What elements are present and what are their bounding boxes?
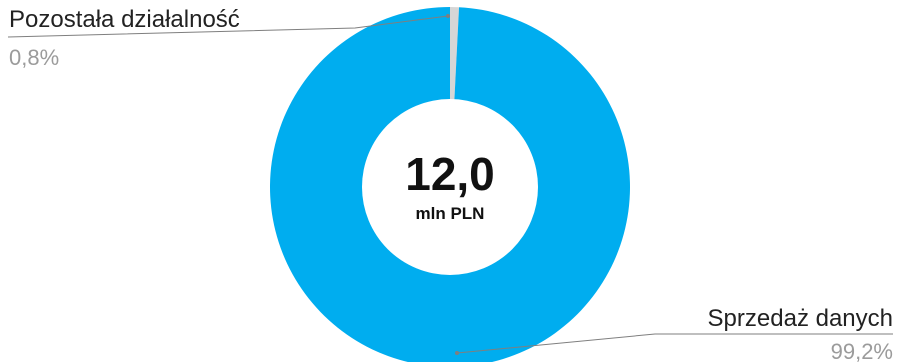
leader-line-sprzedaz: [456, 333, 893, 354]
slice-label-sprzedaz: Sprzedaż danych: [708, 305, 893, 332]
slice-sprzedaz-danych: [270, 7, 630, 362]
slice-percent-pozostala: 0,8%: [9, 45, 59, 70]
leader-dot-pozostala: [446, 14, 450, 18]
donut-hole: [362, 99, 538, 275]
leader-line-pozostala: [7, 15, 449, 38]
slice-label-pozostala: Pozostała działalność: [9, 6, 240, 33]
center-unit: mln PLN: [416, 204, 485, 223]
slice-percent-sprzedaz: 99,2%: [831, 339, 893, 362]
leader-dot-sprzedaz: [455, 351, 459, 355]
center-value: 12,0: [405, 148, 495, 200]
